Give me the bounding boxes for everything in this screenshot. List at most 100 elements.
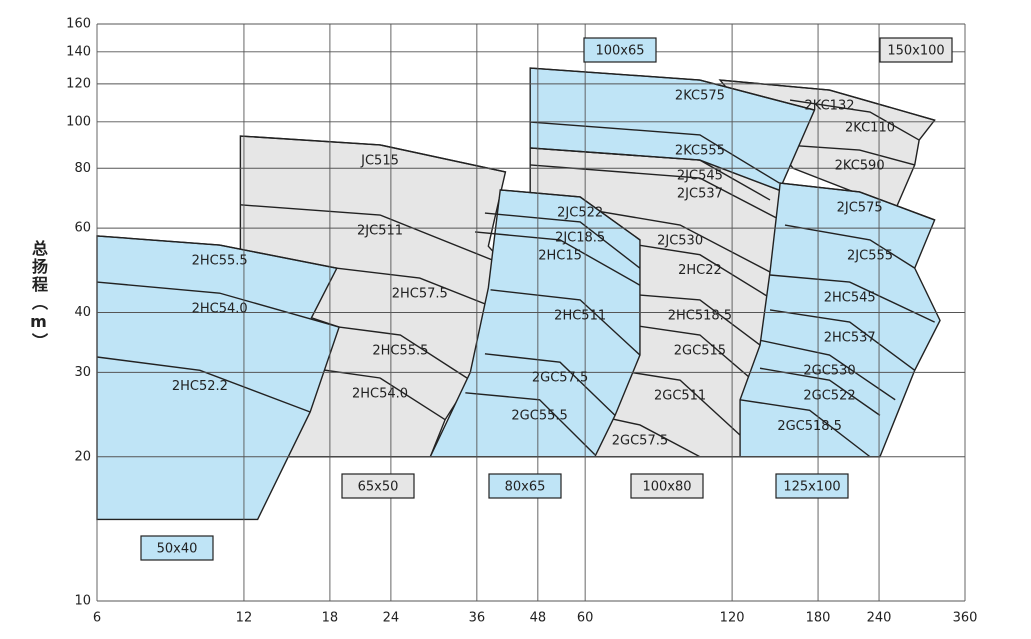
size-label: 125x100 <box>783 480 840 495</box>
curve <box>484 212 641 269</box>
curve-label: 2HC511 <box>554 308 606 323</box>
curve-label: 2GC515 <box>674 344 726 359</box>
y-tick-label: 40 <box>74 305 91 320</box>
curve <box>240 204 506 266</box>
curve-label: JC515 <box>360 153 399 168</box>
curve <box>490 289 641 356</box>
curve-label: 2HC57.5 <box>392 287 448 302</box>
curve-label: 2GC522 <box>803 389 855 404</box>
curve <box>739 399 871 458</box>
curve-label: 2JC575 <box>837 200 883 215</box>
curve <box>465 392 596 456</box>
size-box <box>775 473 849 499</box>
curve <box>720 79 935 121</box>
size-label: 80x65 <box>505 480 546 495</box>
curve <box>339 326 471 381</box>
curve-label: 2HC54.0 <box>352 386 408 401</box>
curve-label: 2JC530 <box>657 234 703 249</box>
x-tick-label: 18 <box>322 611 339 626</box>
y-tick-label: 20 <box>74 449 91 464</box>
curve-label: 2GC57.5 <box>612 433 668 448</box>
size-label: 50x40 <box>157 542 198 557</box>
curve <box>475 231 641 286</box>
curve-label: 2KC132 <box>805 99 855 114</box>
curve <box>530 121 780 184</box>
curve-label: 2KC590 <box>835 159 885 174</box>
curve <box>484 353 616 416</box>
curve-label: 2JC555 <box>847 248 893 263</box>
curve <box>96 281 340 328</box>
size-box <box>630 473 704 499</box>
curve-label: 2GC511 <box>654 389 706 404</box>
curve <box>96 356 311 413</box>
curve <box>784 224 916 269</box>
curve <box>769 274 935 323</box>
curve <box>769 309 916 371</box>
curve <box>500 189 641 241</box>
curve <box>96 235 337 269</box>
curve-label: 2HC55.5 <box>372 344 428 359</box>
curve-label: 2GC530 <box>803 364 855 379</box>
curve-label: 2HC52.2 <box>172 379 228 394</box>
curve-label: 2HC518.5 <box>668 308 732 323</box>
curve-label: 2JC522 <box>557 205 603 220</box>
curve <box>639 294 761 346</box>
y-tick-label: 10 <box>74 594 91 609</box>
y-tick-label: 140 <box>66 44 91 59</box>
y-tick-label: 30 <box>74 365 91 380</box>
curve <box>759 339 896 401</box>
y-tick-label: 60 <box>74 221 91 236</box>
curve-label: 2HC545 <box>824 291 876 306</box>
x-tick-label: 240 <box>867 611 892 626</box>
x-tick-label: 48 <box>530 611 547 626</box>
curve <box>530 164 791 226</box>
x-tick-label: 6 <box>93 611 101 626</box>
curve <box>784 144 915 166</box>
curve <box>780 182 935 221</box>
size-label: 65x50 <box>358 480 399 495</box>
y-tick-label: 100 <box>66 114 91 129</box>
x-tick-label: 180 <box>806 611 831 626</box>
x-tick-label: 36 <box>469 611 486 626</box>
curve-label: 2GC55.5 <box>511 408 567 423</box>
curve-label: 2GC518.5 <box>777 419 842 434</box>
curve <box>240 135 506 173</box>
y-tick-label: 80 <box>74 161 91 176</box>
curve-label: 2HC22 <box>678 263 722 278</box>
curve <box>630 324 771 396</box>
size-box <box>140 535 214 561</box>
size-box <box>488 473 562 499</box>
y-tick-label: 160 <box>66 17 91 32</box>
curve-label: 2HC537 <box>824 331 876 346</box>
size-label: 100x80 <box>642 480 691 495</box>
curve-label: 2GC57.5 <box>532 371 588 386</box>
curve <box>530 67 815 111</box>
size-box <box>879 37 953 63</box>
curve <box>311 367 446 421</box>
x-tick-label: 12 <box>236 611 253 626</box>
curve-label: 2HC15 <box>538 248 582 263</box>
size-label: 150x100 <box>887 44 944 59</box>
curve-label: 2JC18.5 <box>555 230 605 245</box>
y-tick-label: 120 <box>66 76 91 91</box>
curve-label: 2KC555 <box>675 143 725 158</box>
curve-label: 2JC537 <box>677 187 723 202</box>
curve-label: 2JC511 <box>357 224 403 239</box>
x-tick-label: 360 <box>953 611 978 626</box>
curve-label: 2HC55.5 <box>192 254 248 269</box>
size-box <box>583 37 657 63</box>
x-tick-label: 24 <box>383 611 400 626</box>
x-tick-label: 120 <box>720 611 745 626</box>
curve <box>530 147 771 201</box>
curve-label: 2HC54.0 <box>192 302 248 317</box>
curve-label: 2KC575 <box>675 89 725 104</box>
curve-label: 2KC110 <box>845 121 895 136</box>
size-box <box>341 473 415 499</box>
curve-label: 2JC545 <box>677 169 723 184</box>
y-axis-label: 总扬程（m） <box>29 240 48 351</box>
x-tick-label: 60 <box>577 611 594 626</box>
size-label: 100x65 <box>595 44 644 59</box>
curve <box>789 99 920 141</box>
